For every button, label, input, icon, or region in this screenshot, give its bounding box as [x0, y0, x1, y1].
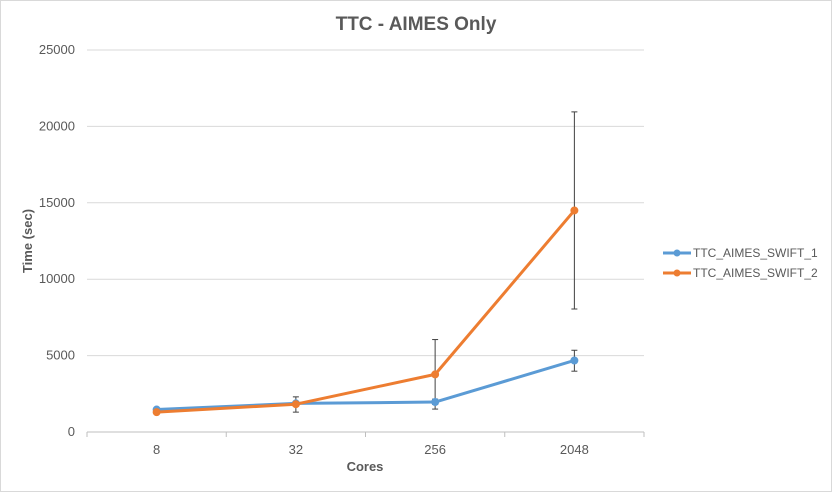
legend-swatch-marker	[673, 269, 681, 277]
y-tick-label: 10000	[39, 271, 75, 286]
data-point	[152, 408, 161, 417]
x-axis-title: Cores	[347, 459, 384, 474]
data-point	[431, 398, 440, 407]
x-tick-label: 8	[153, 442, 160, 457]
x-axis-ticks: 8 32 256 2048	[86, 432, 645, 457]
gridlines	[87, 49, 644, 433]
x-tick-label: 2048	[560, 442, 589, 457]
legend-swatch-marker	[673, 249, 681, 257]
series-line-2	[155, 208, 576, 414]
legend-label: TTC_AIMES_SWIFT_1	[693, 246, 818, 260]
y-tick-label: 0	[68, 424, 75, 439]
y-tick-label: 20000	[39, 118, 75, 133]
error-bars	[153, 111, 578, 414]
y-tick-label: 15000	[39, 195, 75, 210]
data-point	[291, 400, 300, 409]
legend-label: TTC_AIMES_SWIFT_2	[693, 266, 818, 280]
data-point	[570, 356, 579, 365]
legend: TTC_AIMES_SWIFT_1 TTC_AIMES_SWIFT_2	[663, 246, 818, 280]
series-lines	[152, 206, 579, 417]
y-axis-ticks: 0 5000 10000 15000 20000 25000	[39, 42, 75, 439]
x-tick-label: 256	[424, 442, 446, 457]
y-tick-label: 25000	[39, 42, 75, 57]
y-axis-title: Time (sec)	[20, 209, 35, 273]
data-point	[570, 206, 579, 215]
y-tick-label: 5000	[46, 348, 75, 363]
x-tick-label: 32	[289, 442, 303, 457]
data-point	[431, 370, 440, 379]
chart-title: TTC - AIMES Only	[336, 14, 497, 35]
series-line-1	[155, 358, 576, 412]
